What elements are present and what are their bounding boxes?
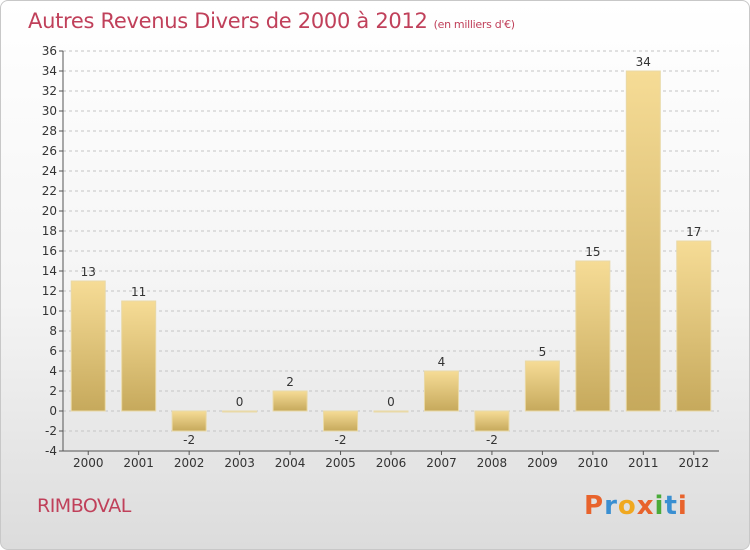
y-tick-label: -4 [45,444,57,458]
bar [70,280,106,412]
chart-title-text: Autres Revenus Divers de 2000 à 2012 [28,9,428,33]
place-name: RIMBOVAL [37,495,131,517]
x-tick-label: 2006 [376,456,407,470]
data-label: 34 [636,55,651,69]
data-label: 11 [131,285,146,299]
logo-letter: i [677,491,688,521]
x-tick-label: 2007 [426,456,457,470]
bar [423,370,459,412]
grid-lines [63,50,719,452]
y-tick-label: 2 [49,384,57,398]
x-axis: 2000 2001 2002 2003 2004 2005 2006 2007 2008 2009… [63,450,719,470]
y-tick-label: 12 [42,284,57,298]
y-tick-label: 20 [42,204,57,218]
data-label: 0 [387,395,395,409]
x-tick-label: 2002 [174,456,205,470]
x-tick-label: 2000 [73,456,104,470]
bar [121,300,157,412]
data-label: 4 [438,355,446,369]
bar [676,240,712,412]
x-tick-label: 2001 [123,456,154,470]
logo-letter: i [654,491,665,521]
y-tick-label: 22 [42,184,57,198]
y-tick-label: 8 [49,324,57,338]
y-tick-label: 24 [42,164,57,178]
x-tick-label: 2008 [477,456,508,470]
logo-letter: P [584,491,605,521]
data-label: 15 [585,245,600,259]
y-tick-label: 34 [42,64,57,78]
chart-title: Autres Revenus Divers de 2000 à 2012 (en … [28,9,515,33]
bar [524,360,560,412]
x-tick-label: 2009 [527,456,558,470]
y-tick-label: 28 [42,124,57,138]
bar [323,410,359,432]
y-tick-label: 4 [49,364,57,378]
y-tick-label: 14 [42,264,57,278]
y-tick-label: 26 [42,144,57,158]
logo-letter: t [664,491,678,521]
data-label: -2 [183,433,195,447]
y-tick-label: 6 [49,344,57,358]
bar [474,410,510,432]
x-tick-label: 2003 [224,456,255,470]
data-label: -2 [486,433,498,447]
y-tick-label: 10 [42,304,57,318]
proxiti-logo[interactable]: Proxiti [584,491,688,521]
bar [272,390,308,412]
y-tick-label: 32 [42,84,57,98]
bar [373,410,409,413]
bar [575,260,611,412]
y-tick-label: 30 [42,104,57,118]
x-tick-label: 2012 [678,456,709,470]
y-tick-label: 16 [42,244,57,258]
bar [171,410,207,432]
data-label: 5 [539,345,547,359]
y-tick-label: 18 [42,224,57,238]
logo-letter: o [617,491,637,521]
data-label: -2 [335,433,347,447]
y-tick-label: 36 [42,44,57,58]
bar [222,410,258,413]
x-tick-label: 2004 [275,456,306,470]
bars [70,70,712,432]
data-labels: 13 11 -2 0 2 -2 0 4 -2 5 15 34 17 [81,55,702,447]
chart-unit: (en milliers d'€) [433,18,515,31]
x-tick-label: 2010 [578,456,609,470]
x-tick-label: 2005 [325,456,356,470]
y-tick-label: 0 [49,404,57,418]
data-label: 2 [286,375,294,389]
data-label: 0 [236,395,244,409]
data-label: 13 [81,265,96,279]
x-tick-label: 2011 [628,456,659,470]
y-tick-label: -2 [45,424,57,438]
logo-letter: r [604,491,618,521]
data-label: 17 [686,225,701,239]
logo-letter: x [636,491,655,521]
bar [625,70,661,412]
